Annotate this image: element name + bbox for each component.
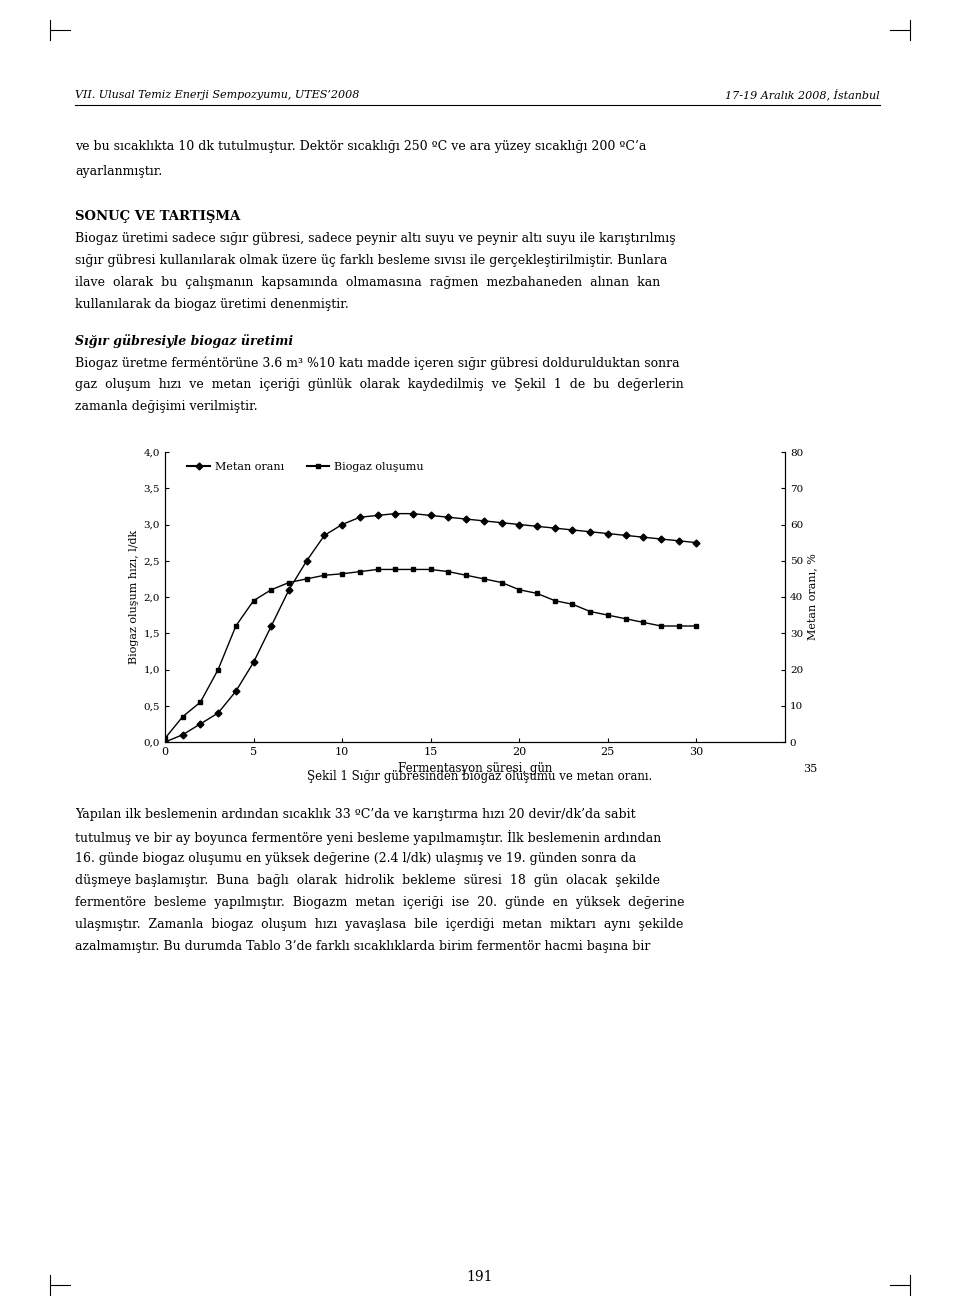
Metan oranı	[159, 734, 171, 750]
Biogaz oluşumu	[637, 614, 649, 630]
Biogaz oluşumu	[690, 618, 702, 634]
Biogaz oluşumu	[283, 575, 295, 590]
Y-axis label: Biogaz oluşum hızı, l/dk: Biogaz oluşum hızı, l/dk	[130, 530, 139, 664]
Metan oranı	[443, 509, 454, 525]
Line: Biogaz oluşumu: Biogaz oluşumu	[162, 567, 699, 740]
Biogaz oluşumu	[514, 581, 525, 597]
Metan oranı	[549, 521, 561, 537]
Biogaz oluşumu	[390, 562, 401, 577]
Biogaz oluşumu	[336, 565, 348, 581]
Text: ayarlanmıştır.: ayarlanmıştır.	[75, 164, 162, 178]
Metan oranı	[656, 531, 667, 547]
Text: azalmamıştır. Bu durumda Tablo 3’de farklı sıcaklıklarda birim fermentör hacmi b: azalmamıştır. Bu durumda Tablo 3’de fark…	[75, 940, 650, 953]
Biogaz oluşumu	[354, 564, 366, 580]
Text: 16. günde biogaz oluşumu en yüksek değerine (2.4 l/dk) ulaşmış ve 19. günden son: 16. günde biogaz oluşumu en yüksek değer…	[75, 852, 636, 865]
Metan oranı	[390, 506, 401, 522]
Metan oranı	[230, 684, 242, 700]
Text: ve bu sıcaklıkta 10 dk tutulmuştur. Dektör sıcaklığı 250 ºC ve ara yüzey sıcaklı: ve bu sıcaklıkta 10 dk tutulmuştur. Dekt…	[75, 139, 646, 153]
Text: tutulmuş ve bir ay boyunca fermentöre yeni besleme yapılmamıştır. İlk beslemenin: tutulmuş ve bir ay boyunca fermentöre ye…	[75, 830, 661, 846]
Metan oranı	[283, 581, 295, 597]
Text: Biogaz üretme ferméntörüne 3.6 m³ %10 katı madde içeren sığır gübresi dolduruldu: Biogaz üretme ferméntörüne 3.6 m³ %10 ka…	[75, 356, 680, 370]
Text: düşmeye başlamıştır.  Buna  bağlı  olarak  hidrolik  bekleme  süresi  18  gün  o: düşmeye başlamıştır. Buna bağlı olarak h…	[75, 874, 660, 888]
Text: SONUÇ VE TARTIŞMA: SONUÇ VE TARTIŞMA	[75, 210, 240, 224]
Metan oranı	[478, 513, 490, 529]
X-axis label: Fermentasyon süresi, gün: Fermentasyon süresi, gün	[397, 763, 552, 776]
Biogaz oluşumu	[248, 593, 259, 609]
Text: Biogaz üretimi sadece sığır gübresi, sadece peynir altı suyu ve peynir altı suyu: Biogaz üretimi sadece sığır gübresi, sad…	[75, 231, 676, 245]
Metan oranı	[195, 715, 206, 731]
Biogaz oluşumu	[478, 571, 490, 586]
Metan oranı	[425, 508, 437, 523]
Metan oranı	[620, 527, 632, 543]
Text: fermentöre  besleme  yapılmıştır.  Biogazm  metan  içeriği  ise  20.  günde  en : fermentöre besleme yapılmıştır. Biogazm …	[75, 896, 684, 909]
Biogaz oluşumu	[212, 661, 224, 677]
Text: 35: 35	[803, 764, 817, 775]
Biogaz oluşumu	[195, 694, 206, 710]
Metan oranı	[673, 533, 684, 548]
Metan oranı	[495, 514, 507, 530]
Biogaz oluşumu	[673, 618, 684, 634]
Metan oranı	[602, 526, 613, 542]
Text: zamanla değişimi verilmiştir.: zamanla değişimi verilmiştir.	[75, 400, 257, 413]
Metan oranı	[514, 517, 525, 533]
Biogaz oluşumu	[656, 618, 667, 634]
Text: sığır gübresi kullanılarak olmak üzere üç farklı besleme sıvısı ile gerçekleştir: sığır gübresi kullanılarak olmak üzere ü…	[75, 254, 667, 267]
Biogaz oluşumu	[495, 575, 507, 590]
Metan oranı	[248, 655, 259, 671]
Metan oranı	[461, 512, 472, 527]
Text: ilave  olarak  bu  çalışmanın  kapsamında  olmamasına  rağmen  mezbahaneden  alı: ilave olarak bu çalışmanın kapsamında ol…	[75, 276, 660, 289]
Biogaz oluşumu	[531, 585, 542, 601]
Y-axis label: Metan oranı, %: Metan oranı, %	[807, 554, 817, 640]
Biogaz oluşumu	[602, 608, 613, 623]
Biogaz oluşumu	[461, 567, 472, 583]
Biogaz oluşumu	[266, 581, 277, 597]
Text: 17-19 Aralık 2008, İstanbul: 17-19 Aralık 2008, İstanbul	[726, 88, 880, 100]
Metan oranı	[637, 530, 649, 546]
Metan oranı	[566, 522, 578, 538]
Line: Metan oranı: Metan oranı	[162, 512, 699, 744]
Metan oranı	[407, 506, 419, 522]
Biogaz oluşumu	[585, 604, 596, 619]
Metan oranı	[354, 509, 366, 525]
Text: VII. Ulusal Temiz Enerji Sempozyumu, UTES’2008: VII. Ulusal Temiz Enerji Sempozyumu, UTE…	[75, 89, 359, 100]
Text: gaz  oluşum  hızı  ve  metan  içeriği  günlük  olarak  kaydedilmiş  ve  Şekil  1: gaz oluşum hızı ve metan içeriği günlük …	[75, 377, 684, 391]
Metan oranı	[177, 727, 188, 743]
Biogaz oluşumu	[319, 567, 330, 583]
Biogaz oluşumu	[159, 731, 171, 747]
Metan oranı	[372, 508, 383, 523]
Biogaz oluşumu	[443, 564, 454, 580]
Biogaz oluşumu	[372, 562, 383, 577]
Biogaz oluşumu	[549, 593, 561, 609]
Metan oranı	[266, 618, 277, 634]
Metan oranı	[319, 527, 330, 543]
Biogaz oluşumu	[620, 611, 632, 627]
Legend: Metan oranı, Biogaz oluşumu: Metan oranı, Biogaz oluşumu	[183, 458, 428, 476]
Biogaz oluşumu	[300, 571, 312, 586]
Biogaz oluşumu	[407, 562, 419, 577]
Biogaz oluşumu	[230, 618, 242, 634]
Metan oranı	[212, 705, 224, 721]
Biogaz oluşumu	[425, 562, 437, 577]
Biogaz oluşumu	[177, 709, 188, 725]
Metan oranı	[690, 535, 702, 551]
Biogaz oluşumu	[566, 597, 578, 613]
Text: Sığır gübresiyle biogaz üretimi: Sığır gübresiyle biogaz üretimi	[75, 334, 293, 348]
Metan oranı	[585, 523, 596, 539]
Metan oranı	[531, 518, 542, 534]
Metan oranı	[336, 517, 348, 533]
Text: 191: 191	[467, 1270, 493, 1283]
Text: Yapılan ilk beslemenin ardından sıcaklık 33 ºC’da ve karıştırma hızı 20 devir/dk: Yapılan ilk beslemenin ardından sıcaklık…	[75, 807, 636, 821]
Text: Şekil 1 Sığır gübresinden biogaz oluşumu ve metan oranı.: Şekil 1 Sığır gübresinden biogaz oluşumu…	[307, 771, 653, 782]
Text: kullanılarak da biogaz üretimi denenmiştir.: kullanılarak da biogaz üretimi denenmişt…	[75, 299, 348, 312]
Text: ulaşmıştır.  Zamanla  biogaz  oluşum  hızı  yavaşlasa  bile  içerdiği  metan  mi: ulaşmıştır. Zamanla biogaz oluşum hızı y…	[75, 918, 684, 931]
Metan oranı	[300, 552, 312, 568]
